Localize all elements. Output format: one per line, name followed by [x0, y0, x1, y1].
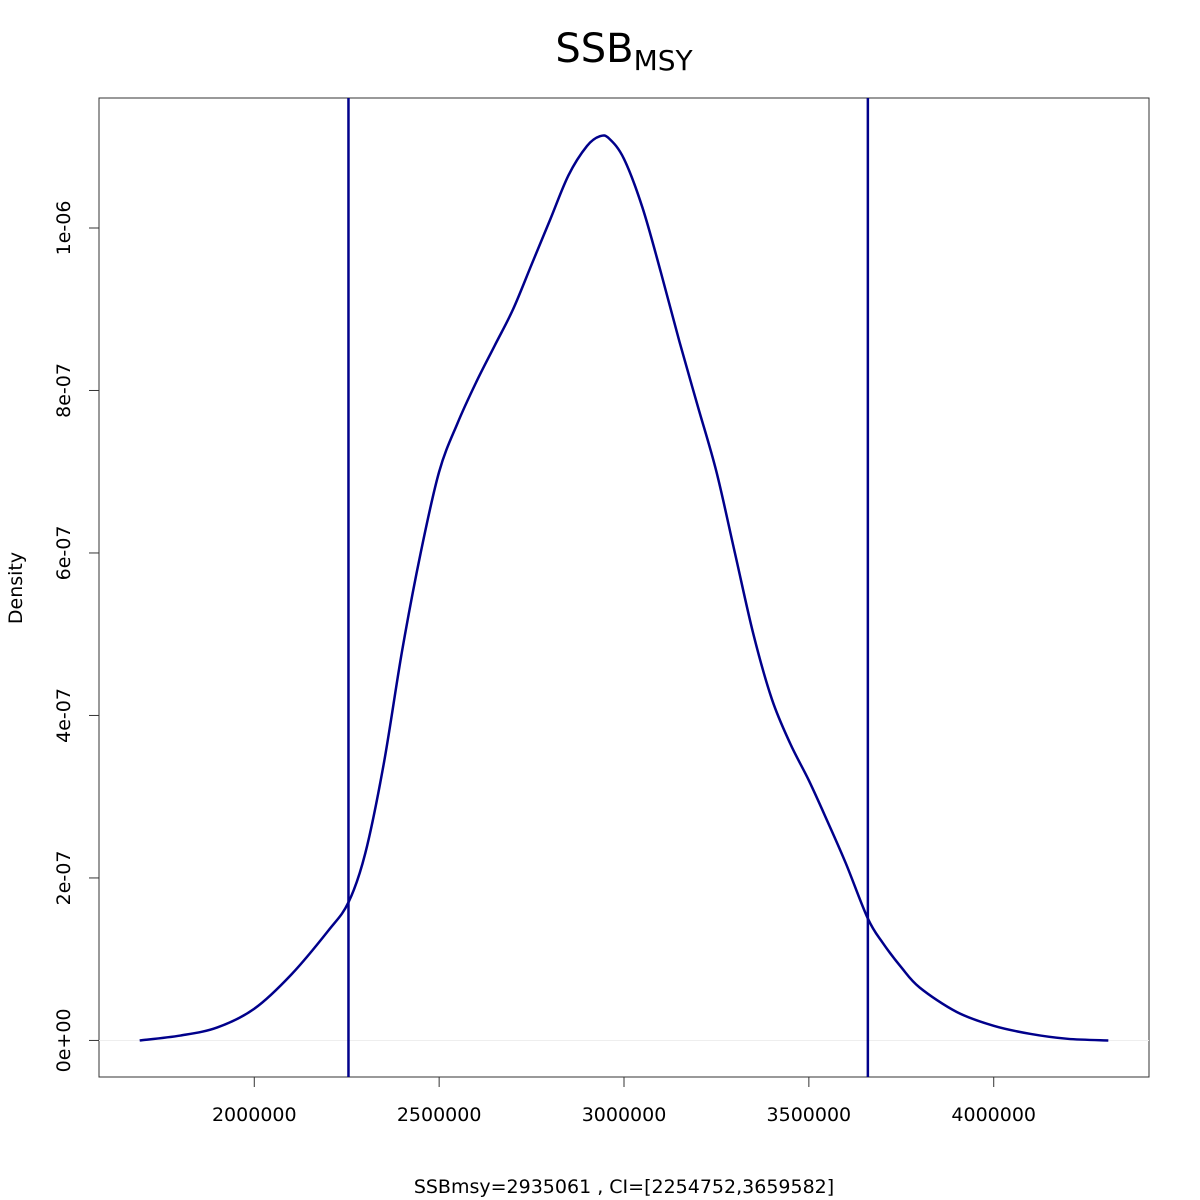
x-axis: 2000000 2500000 3000000 3500000 4000000 — [212, 1077, 1036, 1126]
y-axis-label: Density — [5, 552, 27, 624]
x-axis-label: SSBmsy=2935061 , CI=[2254752,3659582] — [414, 1176, 834, 1198]
chart-title: SSBMSY — [555, 26, 693, 77]
plot-frame — [98, 97, 1150, 1078]
y-tick-label: 0e+00 — [53, 1009, 75, 1073]
x-tick-label: 4000000 — [951, 1104, 1036, 1126]
confidence-interval-lines — [347, 98, 870, 1077]
y-tick-label: 2e-07 — [53, 851, 75, 906]
x-tick-label: 3500000 — [767, 1104, 852, 1126]
y-tick-label: 1e-06 — [53, 201, 75, 256]
y-axis: 0e+00 2e-07 4e-07 6e-07 8e-07 1e-06 — [53, 201, 99, 1073]
x-tick-label: 2500000 — [397, 1104, 482, 1126]
y-tick-label: 8e-07 — [53, 363, 75, 418]
chart-title-subscript: MSY — [634, 44, 694, 77]
x-tick-label: 2000000 — [212, 1104, 297, 1126]
y-tick-label: 4e-07 — [53, 688, 75, 743]
x-tick-label: 3000000 — [582, 1104, 667, 1126]
y-tick-label: 6e-07 — [53, 526, 75, 581]
density-curve — [139, 134, 1109, 1042]
chart-title-main: SSB — [555, 26, 633, 72]
